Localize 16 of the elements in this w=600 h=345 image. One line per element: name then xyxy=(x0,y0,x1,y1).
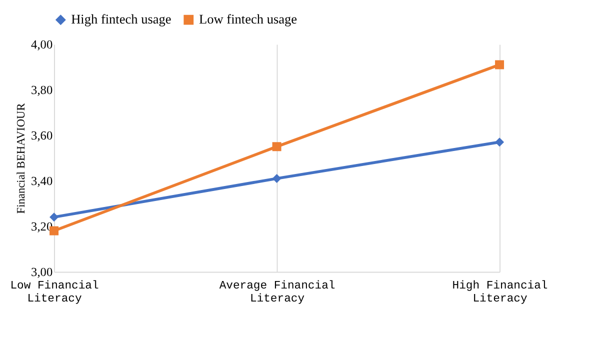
point xyxy=(495,138,504,147)
point xyxy=(495,60,504,70)
legend-label: Low fintech usage xyxy=(199,12,298,27)
y-tick-label: 3,40 xyxy=(31,174,53,188)
point xyxy=(272,142,282,152)
point xyxy=(272,174,282,183)
point xyxy=(50,212,59,222)
y-tick-label: 3,00 xyxy=(31,265,53,280)
y-tick-label: 3,60 xyxy=(31,128,53,143)
legend-label: High fintech usage xyxy=(71,12,172,27)
x-tick-label: High Financial Literacy xyxy=(452,279,548,306)
y-tick-label: 4,00 xyxy=(31,38,53,52)
x-tick-label: Low Financial Literacy xyxy=(10,279,99,306)
y-tick-label: 3,80 xyxy=(31,83,53,98)
y-axis-title: Financial BEHAVIOUR xyxy=(15,102,28,214)
x-tick-label: Average Financial Literacy xyxy=(219,279,336,306)
